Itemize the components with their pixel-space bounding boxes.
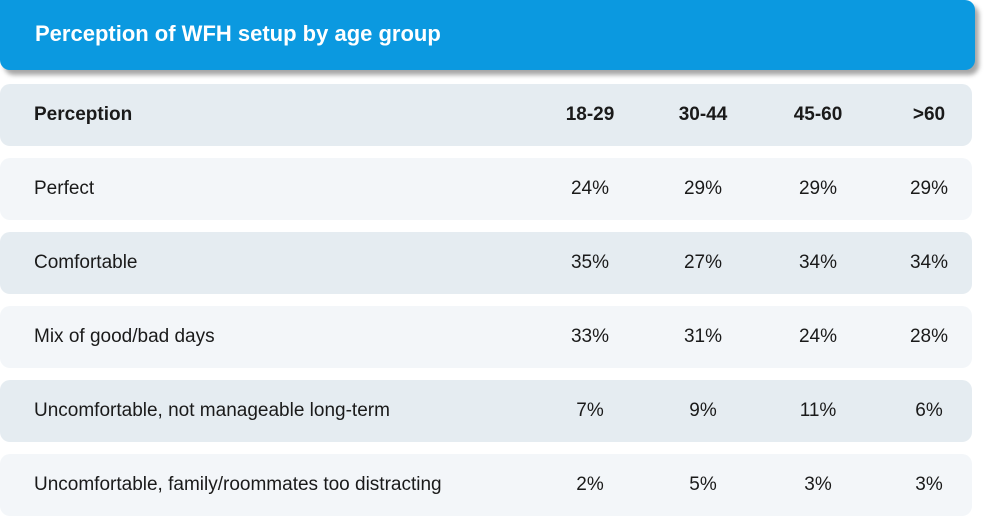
table-cell-value: 5% [689, 474, 717, 495]
table-row: Perfect 24% 29% 29% 29% [0, 158, 972, 220]
row-label: Uncomfortable, family/roommates too dist… [34, 474, 442, 495]
column-header-45-60: 45-60 [793, 104, 843, 125]
table-cell-value: 34% [909, 252, 949, 273]
table-row: Comfortable 35% 27% 34% 34% [0, 232, 972, 294]
table-cell-value: 33% [570, 326, 610, 347]
row-label: Mix of good/bad days [34, 326, 215, 347]
table-cell-value: 29% [798, 178, 838, 199]
table-row: Uncomfortable, family/roommates too dist… [0, 454, 972, 516]
table-cell-value: 2% [576, 474, 604, 495]
table-row: Uncomfortable, not manageable long-term 7… [0, 380, 972, 442]
row-label: Perfect [34, 178, 95, 199]
table-cell-value: 3% [915, 474, 943, 495]
column-header-18-29: 18-29 [565, 104, 615, 125]
row-label: Uncomfortable, not manageable long-term [34, 400, 390, 421]
table-cell-value: 28% [909, 326, 949, 347]
column-header-over-60: >60 [912, 104, 946, 125]
table-cell-value: 11% [799, 400, 837, 421]
table-cell-value: 31% [683, 326, 723, 347]
table-cell-value: 27% [683, 252, 723, 273]
table-cell-value: 29% [909, 178, 949, 199]
table-cell-value: 9% [689, 400, 717, 421]
column-header-30-44: 30-44 [678, 104, 728, 125]
table-cell-value: 7% [576, 400, 604, 421]
row-label: Comfortable [34, 252, 138, 273]
table-cell-value: 24% [798, 326, 838, 347]
table-cell-value: 3% [804, 474, 832, 495]
table-cell-value: 6% [915, 400, 943, 421]
chart-title: Perception of WFH setup by age group [0, 0, 975, 70]
row-header-label: Perception [34, 104, 133, 125]
table-cell-value: 35% [570, 252, 610, 273]
table-cell-value: 34% [798, 252, 838, 273]
table-cell-value: 29% [683, 178, 723, 199]
table-cell-value: 24% [570, 178, 610, 199]
table-header-row: Perception 18-29 30-44 45-60 >60 [0, 84, 972, 146]
table-row: Mix of good/bad days 33% 31% 24% 28% [0, 306, 972, 368]
